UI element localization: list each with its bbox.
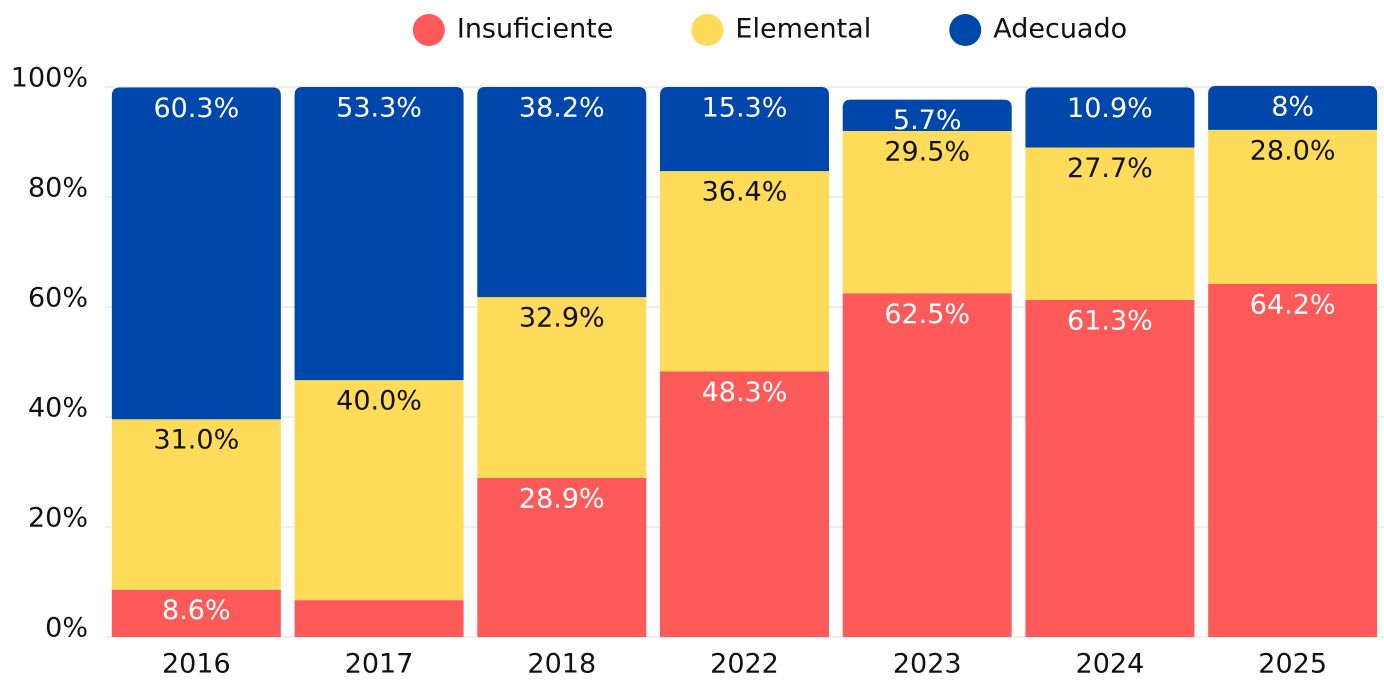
legend-marker	[949, 14, 982, 46]
value-label: 8%	[1271, 91, 1314, 122]
x-tick-label: 2025	[1258, 649, 1327, 680]
bar-segment	[477, 478, 647, 637]
bar-segment	[1208, 129, 1378, 284]
y-tick-label: 100%	[11, 63, 88, 94]
bar-segment	[294, 87, 464, 381]
bar-segment	[111, 589, 281, 637]
bar-segment	[660, 371, 829, 637]
value-label: 36.4%	[702, 177, 788, 208]
x-tick-label: 2018	[527, 649, 596, 680]
bar-segment	[111, 419, 281, 590]
value-label: 40.0%	[336, 386, 422, 417]
x-tick-label: 2022	[710, 649, 779, 680]
value-label: 64.2%	[1250, 289, 1336, 320]
bar-segment	[477, 297, 647, 479]
bar-segment	[660, 87, 829, 172]
y-tick-label: 80%	[28, 173, 88, 204]
value-label: 15.3%	[702, 93, 788, 124]
bar-segment	[842, 99, 1012, 131]
x-tick-label: 2016	[162, 649, 231, 680]
x-tick-label: 2024	[1076, 649, 1145, 680]
value-label: 5.7%	[893, 105, 962, 136]
bar-segment	[1208, 283, 1378, 637]
value-label: 62.5%	[884, 299, 970, 330]
x-tick-label: 2023	[893, 649, 962, 680]
bar-segment	[111, 87, 281, 420]
bar-segment	[842, 131, 1012, 294]
value-label: 28.0%	[1250, 135, 1336, 166]
x-tick-label: 2017	[345, 649, 414, 680]
legend-label: Insuficiente	[457, 14, 614, 45]
bar-segment	[1025, 147, 1195, 300]
value-label: 48.3%	[702, 377, 788, 408]
legend-label: Elemental	[735, 14, 871, 45]
bar-segment	[294, 600, 464, 637]
legend-label: Adecuado	[993, 14, 1127, 45]
bar-segment	[1208, 85, 1378, 130]
value-label: 60.3%	[153, 93, 239, 124]
bar-segment	[1025, 87, 1195, 148]
value-label: 29.5%	[884, 137, 970, 168]
value-label: 38.2%	[519, 93, 605, 124]
y-tick-label: 0%	[45, 613, 88, 644]
value-label: 28.9%	[519, 484, 605, 515]
bar-segment	[660, 171, 829, 372]
bar-segment	[842, 293, 1012, 637]
value-label: 31.0%	[153, 425, 239, 456]
value-label: 27.7%	[1067, 153, 1153, 184]
value-label: 53.3%	[336, 93, 422, 124]
bar-segment	[1025, 299, 1195, 637]
bar-segment	[294, 380, 464, 601]
y-tick-label: 40%	[28, 393, 88, 424]
y-tick-label: 20%	[28, 503, 88, 534]
legend-marker	[412, 14, 445, 46]
value-label: 32.9%	[519, 303, 605, 334]
value-label: 61.3%	[1067, 305, 1153, 336]
value-label: 8.6%	[162, 595, 231, 626]
bar-segment	[477, 87, 647, 298]
legend-marker	[691, 14, 724, 46]
y-tick-label: 60%	[28, 283, 88, 314]
value-label: 10.9%	[1067, 93, 1153, 124]
